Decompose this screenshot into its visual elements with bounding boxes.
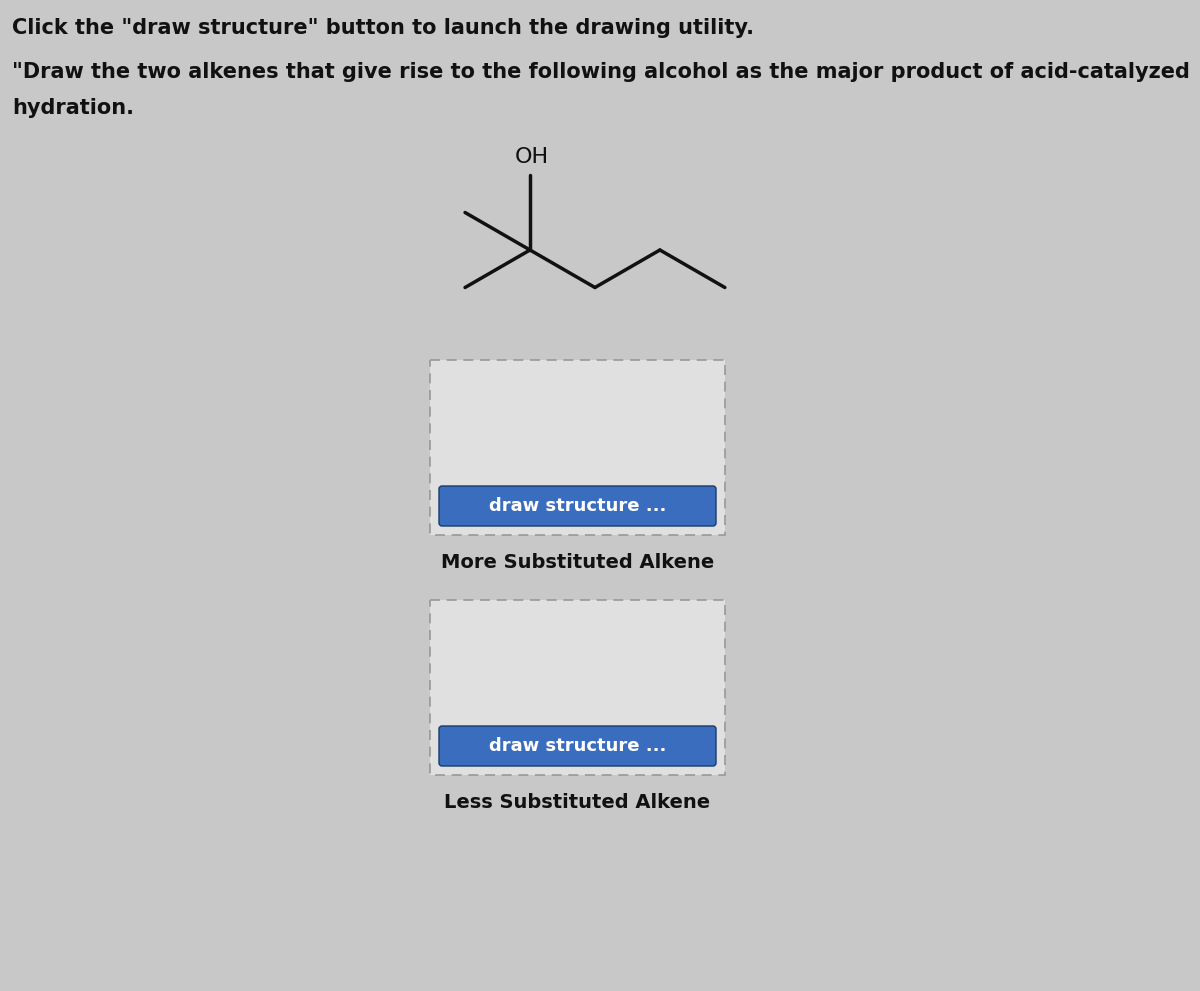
Bar <box>430 600 725 775</box>
FancyBboxPatch shape <box>439 486 716 526</box>
Text: OH: OH <box>515 147 550 167</box>
Text: hydration.: hydration. <box>12 98 134 118</box>
Text: "Draw the two alkenes that give rise to the following alcohol as the major produ: "Draw the two alkenes that give rise to … <box>12 62 1190 82</box>
Text: draw structure ...: draw structure ... <box>488 737 666 755</box>
Text: More Substituted Alkene: More Substituted Alkene <box>440 553 714 572</box>
Text: Click the "draw structure" button to launch the drawing utility.: Click the "draw structure" button to lau… <box>12 18 754 38</box>
Text: Less Substituted Alkene: Less Substituted Alkene <box>444 793 710 812</box>
Bar <box>430 360 725 535</box>
FancyBboxPatch shape <box>439 726 716 766</box>
Text: draw structure ...: draw structure ... <box>488 497 666 515</box>
